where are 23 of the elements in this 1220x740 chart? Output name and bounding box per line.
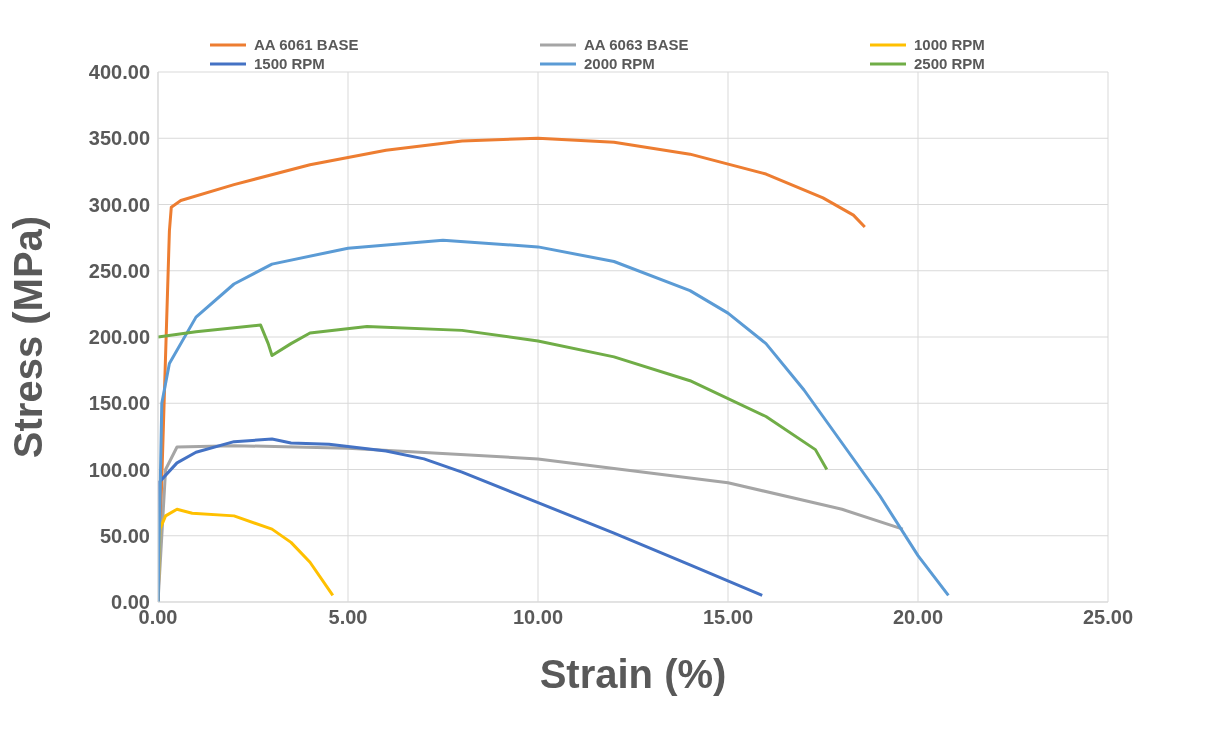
- y-tick-label: 400.00: [88, 61, 150, 84]
- y-tick-label: 100.00: [88, 458, 150, 481]
- legend-label: 1500 RPM: [254, 55, 325, 72]
- x-tick-label: 25.00: [1082, 606, 1134, 629]
- legend-label: AA 6063 BASE: [584, 36, 689, 53]
- line-series: [158, 323, 829, 471]
- x-axis-title: Strain (%): [539, 652, 727, 696]
- legend-label: 2000 RPM: [584, 55, 655, 72]
- y-tick-label: 250.00: [88, 259, 150, 282]
- x-tick-label: 20.00: [892, 606, 944, 629]
- y-tick-label: 200.00: [88, 326, 150, 349]
- y-axis-title: Stress (MPa): [6, 215, 51, 459]
- x-tick-label: 5.00: [328, 606, 368, 629]
- legend-label: 1000 RPM: [914, 36, 985, 53]
- y-tick-label: 350.00: [88, 127, 150, 150]
- legend-label: AA 6061 BASE: [254, 36, 359, 53]
- x-tick-label: 10.00: [512, 606, 564, 629]
- line-series: [158, 238, 950, 602]
- y-tick-label: 150.00: [88, 392, 150, 415]
- legend-label: 2500 RPM: [914, 55, 985, 72]
- x-tick-label: 15.00: [702, 606, 754, 629]
- y-tick-label: 300.00: [88, 193, 150, 216]
- y-tick-label: 50.00: [99, 524, 150, 547]
